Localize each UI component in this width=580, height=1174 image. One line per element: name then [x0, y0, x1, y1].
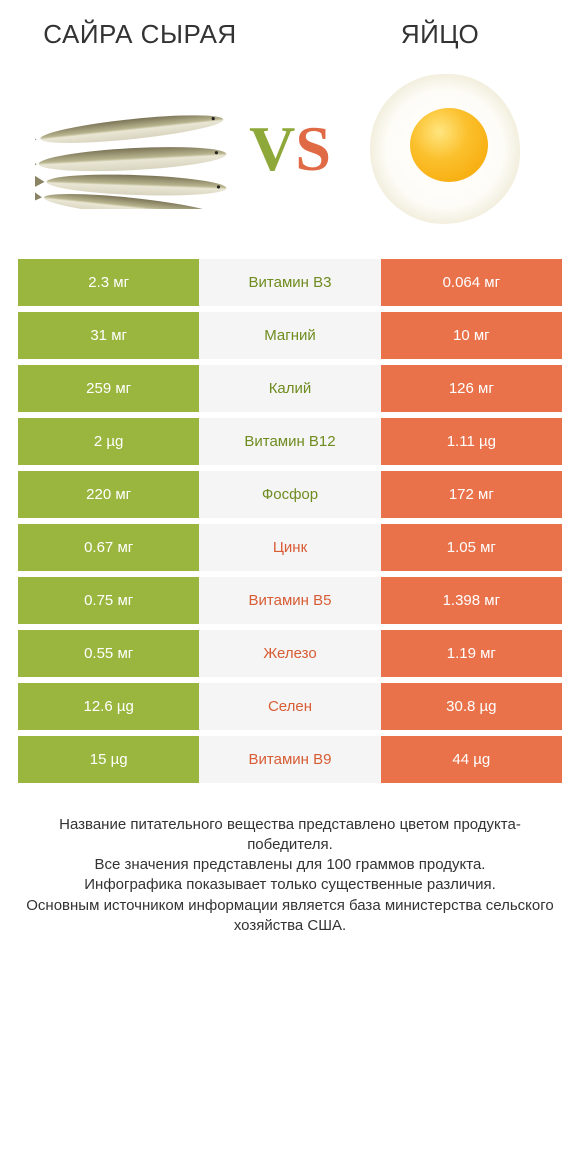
right-value: 1.05 мг: [381, 524, 562, 571]
image-row: VS: [0, 59, 580, 259]
footer-line: Название питательного вещества представл…: [22, 815, 558, 856]
left-value: 0.67 мг: [18, 524, 199, 571]
left-value: 0.75 мг: [18, 577, 199, 624]
table-row: 31 мгМагний10 мг: [18, 312, 562, 359]
table-row: 15 µgВитамин B944 µg: [18, 736, 562, 783]
right-value: 1.11 µg: [381, 418, 562, 465]
nutrient-label: Фосфор: [199, 471, 380, 518]
footer-line: Основным источником информации является …: [22, 896, 558, 937]
nutrient-label: Железо: [199, 630, 380, 677]
left-value: 220 мг: [18, 471, 199, 518]
nutrient-label: Витамин B12: [199, 418, 380, 465]
table-row: 0.67 мгЦинк1.05 мг: [18, 524, 562, 571]
nutrient-label: Витамин B3: [199, 259, 380, 306]
left-value: 2.3 мг: [18, 259, 199, 306]
right-value: 126 мг: [381, 365, 562, 412]
vs-v: V: [249, 113, 295, 184]
nutrient-label: Магний: [199, 312, 380, 359]
table-row: 12.6 µgСелен30.8 µg: [18, 683, 562, 730]
footer-line: Инфографика показывает только существенн…: [22, 875, 558, 895]
fish-icon: [30, 69, 240, 229]
left-value: 0.55 мг: [18, 630, 199, 677]
left-product-title: САЙРА СЫРАЯ: [40, 20, 240, 49]
nutrient-label: Витамин B5: [199, 577, 380, 624]
footer-line: Все значения представлены для 100 граммо…: [22, 855, 558, 875]
nutrient-label: Цинк: [199, 524, 380, 571]
header: САЙРА СЫРАЯ ЯЙЦО: [0, 0, 580, 59]
table-row: 220 мгФосфор172 мг: [18, 471, 562, 518]
vs-label: VS: [249, 112, 331, 186]
fried-egg-icon: [340, 69, 550, 229]
table-row: 2 µgВитамин B121.11 µg: [18, 418, 562, 465]
footer-notes: Название питательного вещества представл…: [0, 789, 580, 937]
right-value: 1.19 мг: [381, 630, 562, 677]
vs-s: S: [295, 113, 331, 184]
right-value: 44 µg: [381, 736, 562, 783]
right-value: 172 мг: [381, 471, 562, 518]
table-row: 259 мгКалий126 мг: [18, 365, 562, 412]
table-row: 2.3 мгВитамин B30.064 мг: [18, 259, 562, 306]
left-value: 15 µg: [18, 736, 199, 783]
table-row: 0.75 мгВитамин B51.398 мг: [18, 577, 562, 624]
left-value: 259 мг: [18, 365, 199, 412]
nutrient-label: Селен: [199, 683, 380, 730]
right-product-title: ЯЙЦО: [340, 20, 540, 49]
right-value: 10 мг: [381, 312, 562, 359]
right-value: 1.398 мг: [381, 577, 562, 624]
table-row: 0.55 мгЖелезо1.19 мг: [18, 630, 562, 677]
right-value: 30.8 µg: [381, 683, 562, 730]
nutrient-label: Калий: [199, 365, 380, 412]
left-value: 12.6 µg: [18, 683, 199, 730]
left-value: 2 µg: [18, 418, 199, 465]
right-value: 0.064 мг: [381, 259, 562, 306]
comparison-table: 2.3 мгВитамин B30.064 мг 31 мгМагний10 мг…: [0, 259, 580, 783]
left-value: 31 мг: [18, 312, 199, 359]
nutrient-label: Витамин B9: [199, 736, 380, 783]
